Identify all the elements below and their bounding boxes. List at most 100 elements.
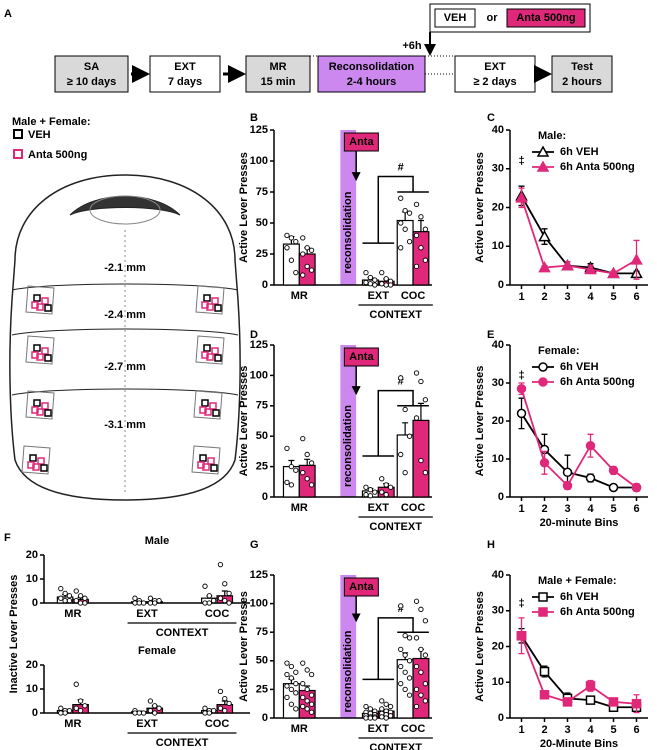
data-point [300, 703, 306, 710]
data-point [152, 710, 158, 716]
data-point [217, 705, 224, 711]
data-point [422, 652, 429, 658]
data-point [398, 663, 404, 670]
y-tick-label: 30 [492, 377, 504, 389]
data-point [398, 646, 404, 653]
panel-letter: G [250, 539, 259, 551]
data-point [304, 245, 310, 251]
brain-level: -3.1 mm [104, 419, 146, 431]
data-point [422, 618, 429, 624]
y-tick-label: 100 [250, 369, 268, 381]
series-line [520, 388, 638, 489]
data-point [515, 191, 528, 203]
data-point [222, 695, 228, 702]
data-point [398, 195, 404, 201]
data-point [308, 692, 315, 698]
legend-label: 6h VEH [560, 591, 599, 603]
reconsolidation-band [340, 130, 357, 285]
group-label: CONTEXT [369, 309, 422, 321]
data-point [418, 646, 424, 653]
data-point [66, 597, 73, 604]
data-point [210, 597, 217, 604]
data-point [367, 715, 374, 721]
data-point [387, 703, 394, 710]
data-point [288, 235, 295, 241]
section-edge [11, 328, 239, 336]
panel-letter: C [487, 112, 495, 124]
data-point [372, 277, 378, 283]
y-tick-label: 0 [262, 279, 268, 291]
data-point [387, 713, 394, 719]
data-point [406, 675, 413, 681]
legend-label: 6h Anta 500ng [560, 161, 635, 173]
injection-site [210, 464, 218, 472]
timeline-step: Test [571, 61, 593, 73]
data-point [418, 669, 424, 675]
legend-label: 6h Anta 500ng [560, 606, 635, 618]
data-point [226, 600, 232, 606]
choice-veh [434, 8, 476, 28]
data-point [418, 214, 424, 220]
significance-label: # [398, 161, 404, 173]
data-point [304, 706, 310, 712]
data-point [222, 581, 228, 587]
significance-bracket [362, 617, 429, 681]
y-tick-label: 20 [492, 201, 504, 213]
timeline-box [317, 55, 426, 93]
data-point [226, 590, 232, 597]
data-point [82, 600, 88, 606]
data-point [202, 705, 208, 711]
data-point [607, 266, 620, 279]
data-point [418, 606, 424, 612]
x-tick-label: MR [64, 608, 81, 620]
data-point [293, 669, 299, 675]
data-point [383, 482, 389, 488]
data-point [413, 635, 420, 641]
data-point [222, 707, 228, 714]
legend-marker [538, 592, 548, 602]
y-tick-label: 100 [250, 598, 268, 610]
data-point [367, 274, 374, 281]
data-point [288, 463, 295, 470]
y-tick-label: 75 [256, 400, 268, 412]
x-tick-label: 2 [541, 724, 547, 736]
panel-letter: E [487, 329, 494, 341]
y-tick-label: 100 [250, 155, 268, 167]
data-point [300, 235, 306, 241]
data-point [367, 487, 374, 493]
reconsolidation-band [340, 575, 357, 718]
data-point [422, 397, 429, 403]
data-point [379, 706, 385, 712]
data-point [226, 700, 232, 707]
data-point [402, 686, 408, 693]
injection-site [214, 354, 222, 362]
data-point [398, 220, 404, 226]
x-tick-label: MR [291, 723, 308, 735]
nucleus-outline [25, 390, 55, 420]
data-point [308, 482, 315, 488]
error-bar [221, 590, 228, 596]
data-point [300, 681, 306, 687]
timeline-detail: ≥ 2 days [473, 76, 516, 88]
y-tick-label: 20 [26, 659, 38, 671]
brain-legend: VEH [28, 129, 51, 141]
y-tick-label: 0 [32, 707, 38, 719]
timeline-step: MR [269, 61, 286, 73]
data-point [379, 714, 385, 720]
x-tick-label: 2 [541, 503, 547, 515]
timeline-detail: 2 hours [562, 76, 602, 88]
data-point [58, 595, 64, 601]
injection-site [204, 408, 212, 416]
group-label: CONTEXT [156, 737, 209, 749]
y-tick-label: 0 [498, 279, 504, 291]
data-point [202, 600, 208, 606]
y-tick-label: 75 [256, 186, 268, 198]
data-point [73, 681, 79, 687]
data-point [418, 245, 424, 251]
data-point [206, 710, 212, 716]
data-point [539, 690, 550, 700]
data-point [300, 694, 306, 701]
data-point [217, 688, 224, 695]
injection-site [37, 457, 45, 465]
injection-site [33, 294, 41, 302]
